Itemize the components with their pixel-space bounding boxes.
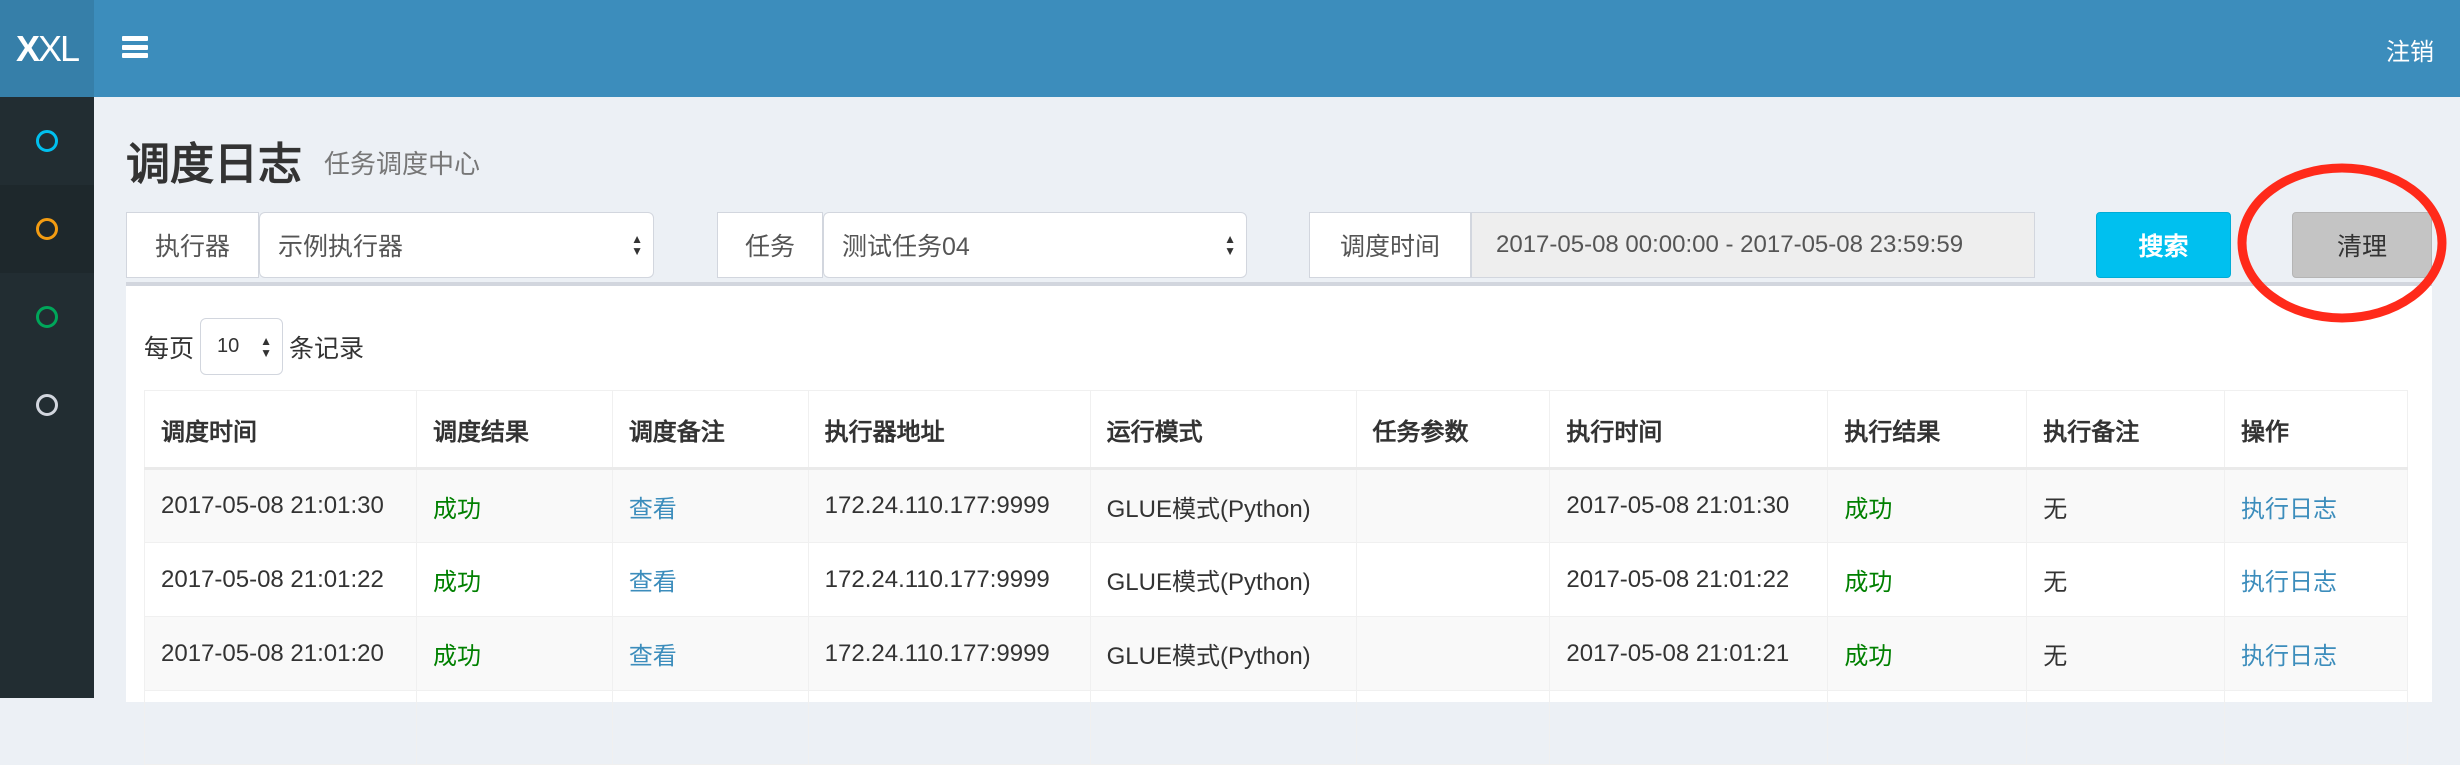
page-subtitle: 任务调度中心 [324, 149, 481, 179]
log-table: 调度时间 调度结果 调度备注 执行器地址 运行模式 任务参数 执行时间 执行结果 执行备注 操作 … [144, 390, 2408, 765]
task-value: 测试任务04 [842, 233, 970, 261]
table-row: 2017-05-08 21:01:30 成功 查看 172.24.110.177:99… [144, 468, 2408, 543]
circle-icon [36, 394, 58, 416]
table-row: 2017-05-08 21:01:22 成功 查看 172.24.110.177:99… [144, 542, 2408, 617]
page-title: 调度日志 [126, 140, 302, 189]
select-arrows-icon: ▲ ▼ [1224, 232, 1236, 258]
menu-toggle-icon[interactable] [122, 36, 148, 58]
executor-label: 执行器 [126, 212, 259, 278]
column-header[interactable]: 执行备注 [2026, 390, 2226, 470]
execution-log-link[interactable]: 执行日志 [2224, 616, 2408, 691]
sidebar-item-2[interactable] [0, 185, 94, 273]
sidebar-item-3[interactable] [0, 273, 94, 361]
table-cell: 2017-05-08 21:01:30 [144, 468, 417, 543]
logo[interactable]: X XL [0, 0, 94, 97]
task-label: 任务 [717, 212, 823, 278]
table-cell: 无 [2026, 468, 2226, 543]
status-success: 成功 [415, 542, 613, 617]
table-cell [1355, 690, 1551, 765]
table-row [144, 690, 2408, 765]
column-header[interactable]: 任务参数 [1355, 390, 1551, 470]
view-remark-link[interactable]: 查看 [611, 468, 809, 543]
status-success [1827, 690, 2028, 765]
table-cell: 2017-05-08 21:01:20 [144, 616, 417, 691]
table-row: 2017-05-08 21:01:20 成功 查看 172.24.110.177:99… [144, 616, 2408, 691]
time-filter: 调度时间 2017-05-08 00:00:00 - 2017-05-08 23… [1309, 212, 2035, 278]
column-header[interactable]: 运行模式 [1089, 390, 1357, 470]
page-size-value: 10 [217, 335, 240, 357]
sidebar [0, 97, 94, 698]
column-header[interactable]: 调度结果 [415, 390, 613, 470]
table-cell: GLUE模式(Python) [1089, 616, 1357, 691]
time-label: 调度时间 [1309, 212, 1471, 278]
view-remark-link [611, 690, 809, 765]
table-cell: GLUE模式(Python) [1089, 468, 1357, 543]
executor-value: 示例执行器 [278, 233, 404, 261]
status-success: 成功 [415, 616, 613, 691]
table-cell [1355, 542, 1551, 617]
search-button[interactable]: 搜索 [2096, 212, 2231, 278]
clean-button[interactable]: 清理 [2292, 212, 2432, 278]
execution-log-link[interactable]: 执行日志 [2224, 468, 2408, 543]
table-cell [807, 690, 1091, 765]
view-remark-link[interactable]: 查看 [611, 542, 809, 617]
table-cell [1355, 468, 1551, 543]
log-table-box: 每页 10 ▲ ▼ 条记录 调度时间 调度结果 调度备注 执行器地址 运行模式 任务参数 执行时… [126, 282, 2432, 765]
status-success [415, 690, 613, 765]
column-header[interactable]: 操作 [2224, 390, 2408, 470]
select-arrows-icon: ▲ ▼ [260, 333, 273, 360]
task-filter: 任务 测试任务04 ▲ ▼ [717, 212, 1247, 278]
column-header[interactable]: 执行时间 [1549, 390, 1829, 470]
table-cell: 2017-05-08 21:01:30 [1549, 468, 1829, 543]
status-success: 成功 [1827, 468, 2028, 543]
circle-icon [36, 218, 58, 240]
table-cell: 2017-05-08 21:01:22 [1549, 542, 1829, 617]
table-cell: 无 [2026, 616, 2226, 691]
executor-select[interactable]: 示例执行器 ▲ ▼ [259, 212, 654, 278]
page-size-prefix: 每页 [144, 334, 195, 363]
page-size-control: 每页 10 ▲ ▼ 条记录 [144, 318, 364, 375]
circle-icon [36, 306, 58, 328]
table-cell: 2017-05-08 21:01:22 [144, 542, 417, 617]
column-header[interactable]: 调度备注 [611, 390, 809, 470]
execution-log-link [2224, 690, 2408, 765]
status-success: 成功 [1827, 616, 2028, 691]
task-select[interactable]: 测试任务04 ▲ ▼ [823, 212, 1247, 278]
table-cell [1089, 690, 1357, 765]
page-size-suffix: 条记录 [289, 334, 365, 363]
circle-icon [36, 130, 58, 152]
table-cell [2026, 690, 2226, 765]
time-range-input[interactable]: 2017-05-08 00:00:00 - 2017-05-08 23:59:5… [1471, 212, 2035, 278]
select-arrows-icon: ▲ ▼ [631, 232, 643, 258]
top-navbar: X XL 注销 [0, 0, 2460, 97]
column-header[interactable]: 调度时间 [144, 390, 417, 470]
column-header[interactable]: 执行器地址 [807, 390, 1091, 470]
executor-filter: 执行器 示例执行器 ▲ ▼ [126, 212, 654, 278]
page-size-select[interactable]: 10 ▲ ▼ [200, 318, 284, 375]
sidebar-item-4[interactable] [0, 361, 94, 449]
table-cell: 172.24.110.177:9999 [807, 468, 1091, 543]
table-cell [144, 690, 417, 765]
status-success: 成功 [415, 468, 613, 543]
status-success: 成功 [1827, 542, 2028, 617]
execution-log-link[interactable]: 执行日志 [2224, 542, 2408, 617]
table-cell: 2017-05-08 21:01:21 [1549, 616, 1829, 691]
logout-link[interactable]: 注销 [2386, 39, 2434, 66]
column-header[interactable]: 执行结果 [1827, 390, 2028, 470]
table-cell [1549, 690, 1829, 765]
table-cell: 无 [2026, 542, 2226, 617]
table-cell: GLUE模式(Python) [1089, 542, 1357, 617]
table-cell: 172.24.110.177:9999 [807, 616, 1091, 691]
table-header-row: 调度时间 调度结果 调度备注 执行器地址 运行模式 任务参数 执行时间 执行结果 执行备注 操作 [144, 390, 2408, 470]
view-remark-link[interactable]: 查看 [611, 616, 809, 691]
table-cell [1355, 616, 1551, 691]
table-cell: 172.24.110.177:9999 [807, 542, 1091, 617]
sidebar-item-1[interactable] [0, 97, 94, 185]
